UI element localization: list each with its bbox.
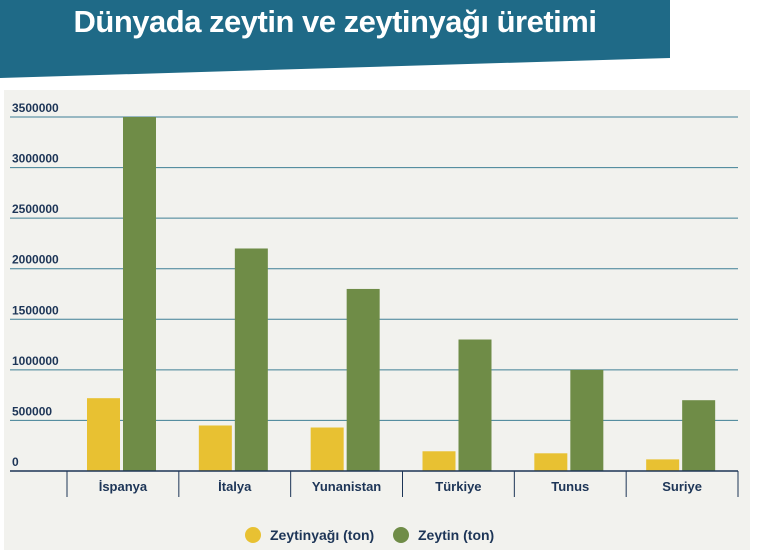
bar: [234, 248, 268, 471]
y-tick-label: 0: [12, 455, 19, 469]
title-banner: [0, 0, 670, 78]
x-tick-label: İspanya: [99, 479, 148, 494]
legend-marker: [393, 527, 409, 543]
y-tick-label: 3000000: [12, 152, 59, 166]
x-tick-label: İtalya: [218, 479, 252, 494]
bar: [570, 369, 604, 471]
legend-label: Zeytin (ton): [418, 527, 494, 543]
x-tick-label: Tunus: [551, 479, 589, 494]
legend-marker: [245, 527, 261, 543]
y-tick-label: 3500000: [12, 101, 59, 115]
y-axis-ticks: 0 500000 1000000 1500000 2000000 2500000 30000…: [12, 101, 59, 469]
y-tick-label: 500000: [12, 404, 52, 418]
bar: [310, 427, 344, 471]
y-tick-label: 2000000: [12, 253, 59, 267]
bar: [123, 117, 156, 471]
legend: Zeytinyağı (ton) Zeytin (ton): [245, 527, 494, 543]
x-tick-label: Yunanistan: [312, 479, 381, 494]
bar: [646, 459, 680, 471]
legend-label: Zeytinyağı (ton): [270, 527, 374, 543]
y-tick-label: 1000000: [12, 354, 59, 368]
y-tick-label: 1500000: [12, 303, 59, 317]
x-axis: İspanya İtalya Yunanistan Türkiye Tunus Suriy…: [10, 470, 739, 497]
bars: [87, 117, 716, 471]
y-tick-label: 2500000: [12, 202, 59, 216]
bar: [87, 398, 120, 471]
bar: [422, 451, 456, 471]
chart-title: Dünyada zeytin ve zeytinyağı üretimi: [73, 4, 597, 39]
x-tick-label: Suriye: [662, 479, 702, 494]
bar: [198, 425, 232, 471]
bar: [534, 453, 568, 471]
bar: [458, 339, 492, 471]
bar: [346, 288, 380, 471]
x-tick-label: Türkiye: [435, 479, 481, 494]
bar: [682, 400, 716, 471]
